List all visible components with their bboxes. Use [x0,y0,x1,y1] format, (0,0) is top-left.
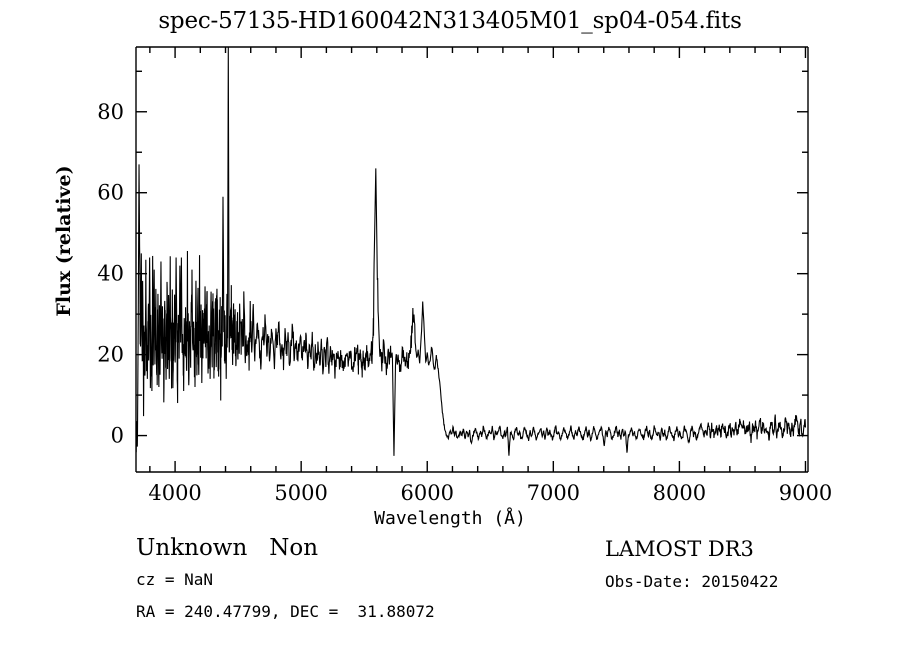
svg-text:80: 80 [97,100,124,124]
svg-text:4000: 4000 [148,481,201,505]
svg-text:20: 20 [97,343,124,367]
svg-text:8000: 8000 [653,481,706,505]
svg-text:7000: 7000 [527,481,580,505]
annotation-coordinates: RA = 240.47799, DEC = 31.88072 [136,602,435,621]
page-title: spec-57135-HD160042N313405M01_sp04-054.f… [158,8,742,34]
annotation-survey: LAMOST DR3 [605,537,754,561]
x-axis-label: Wavelength (Å) [374,508,526,529]
plot-axes [135,46,809,473]
annotation-cz: cz = NaN [136,570,214,589]
svg-text:5000: 5000 [274,481,327,505]
annotation-obs-date: Obs-Date: 20150422 [605,572,779,591]
svg-text:40: 40 [97,262,124,286]
svg-text:9000: 9000 [779,481,832,505]
spectrum-line [135,46,807,456]
y-axis-label: Flux (relative) [53,165,75,317]
svg-text:6000: 6000 [401,481,454,505]
svg-text:0: 0 [111,424,124,448]
svg-text:60: 60 [97,181,124,205]
annotation-object-class: Unknown Non [136,535,319,561]
tick-labels: 4000 5000 6000 7000 8000 9000 0 20 40 60 80 [97,100,832,505]
